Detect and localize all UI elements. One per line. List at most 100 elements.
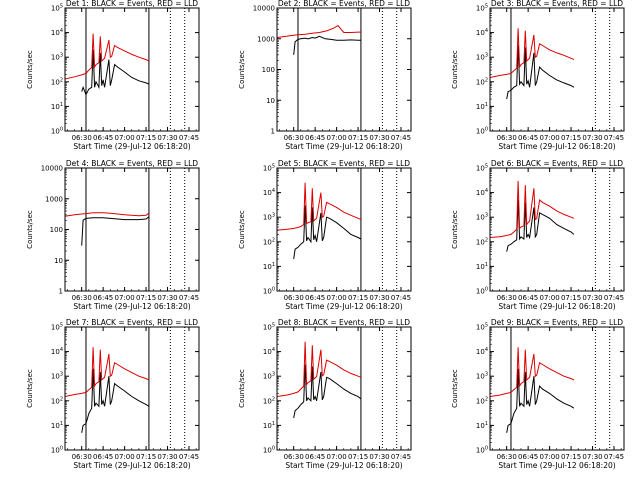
y-tick-label: 103 (263, 372, 275, 381)
x-tick-label: 07:30 (582, 134, 602, 142)
y-axis-label: Counts/sec (451, 210, 459, 249)
y-tick-label: 102 (476, 77, 488, 86)
panel-title: Det 5: BLACK = Events, RED = LLD (278, 159, 410, 168)
y-tick-label: 102 (51, 396, 63, 405)
y-tick-label: 100 (50, 226, 63, 234)
x-tick-label: 07:00 (115, 453, 135, 461)
y-tick-label: 103 (476, 53, 488, 62)
x-tick-label: 06:30 (284, 294, 304, 302)
series-lld (65, 347, 150, 397)
x-tick-label: 06:30 (72, 134, 92, 142)
plot-frame (64, 167, 200, 292)
y-tick-label: 104 (476, 28, 488, 37)
y-tick-label: 1000 (45, 195, 63, 203)
plot-frame (64, 326, 200, 451)
x-tick-label: 07:15 (561, 134, 581, 142)
x-tick-label: 07:15 (561, 294, 581, 302)
panel-det-7: Det 7: BLACK = Events, RED = LLD 100 101 10… (26, 318, 200, 470)
y-tick-label: 101 (476, 102, 488, 111)
series-lld (490, 180, 575, 238)
x-axis-label: Start Time (29-Jul-12 06:18:20) (285, 302, 402, 311)
panel-title: Det 2: BLACK = Events, RED = LLD (278, 0, 410, 8)
x-axis-label: Start Time (29-Jul-12 06:18:20) (285, 461, 402, 470)
series-events (293, 205, 362, 260)
y-tick-label: 100 (263, 446, 275, 455)
plot-frame (276, 326, 412, 451)
y-tick-label: 100 (263, 287, 275, 296)
panel-det-8: Det 8: BLACK = Events, RED = LLD 100 101 10… (238, 318, 412, 470)
y-tick-label: 105 (476, 4, 488, 13)
x-tick-label: 06:45 (93, 294, 113, 302)
series-lld (277, 182, 362, 231)
y-tick-label: 103 (51, 372, 63, 381)
x-tick-label: 07:00 (115, 294, 135, 302)
y-tick-label: 105 (51, 4, 63, 13)
y-tick-label: 104 (51, 28, 63, 37)
x-tick-label: 07:15 (348, 453, 368, 461)
y-tick-label: 103 (476, 372, 488, 381)
y-tick-label: 104 (51, 347, 63, 356)
series-lld (490, 28, 575, 78)
x-tick-label: 07:15 (136, 134, 156, 142)
x-tick-label: 06:45 (518, 453, 538, 461)
panel-title: Det 8: BLACK = Events, RED = LLD (278, 318, 410, 327)
panel-title: Det 7: BLACK = Events, RED = LLD (66, 318, 198, 327)
y-tick-label: 104 (263, 347, 275, 356)
x-tick-label: 06:45 (305, 134, 325, 142)
y-tick-label: 10 (54, 257, 63, 265)
panel-det-6: Det 6: BLACK = Events, RED = LLD 100 101 10… (451, 159, 625, 311)
series-events (506, 368, 575, 433)
x-tick-label: 07:45 (391, 453, 411, 461)
x-tick-label: 07:15 (348, 294, 368, 302)
x-tick-label: 07:00 (327, 294, 347, 302)
x-tick-label: 07:45 (604, 294, 624, 302)
y-axis-label: Counts/sec (238, 369, 246, 408)
plot-frame (489, 167, 625, 292)
x-axis-label: Start Time (29-Jul-12 06:18:20) (498, 461, 615, 470)
y-tick-label: 100 (262, 66, 275, 74)
y-tick-label: 100 (476, 287, 488, 296)
y-axis-label: Counts/sec (238, 50, 246, 89)
panel-det-1: Det 1: BLACK = Events, RED = LLD 100 101 10… (26, 0, 200, 151)
x-tick-label: 07:00 (327, 453, 347, 461)
x-tick-label: 06:45 (305, 294, 325, 302)
x-tick-label: 06:30 (284, 453, 304, 461)
panel-title: Det 1: BLACK = Events, RED = LLD (66, 0, 198, 8)
series-events (293, 364, 362, 419)
y-tick-label: 102 (476, 237, 488, 246)
y-tick-label: 101 (476, 421, 488, 430)
y-tick-label: 104 (476, 347, 488, 356)
x-axis-label: Start Time (29-Jul-12 06:18:20) (73, 142, 190, 151)
y-axis-label: Counts/sec (451, 50, 459, 89)
y-tick-label: 102 (51, 77, 63, 86)
series-lld (490, 347, 575, 397)
x-tick-label: 07:00 (540, 453, 560, 461)
y-tick-label: 101 (476, 262, 488, 271)
y-tick-label: 10 (266, 97, 275, 105)
y-tick-label: 101 (51, 421, 63, 430)
x-tick-label: 07:30 (157, 453, 177, 461)
x-tick-label: 07:15 (348, 134, 368, 142)
series-lld (277, 341, 362, 397)
x-tick-label: 07:00 (115, 134, 135, 142)
x-tick-label: 06:30 (72, 294, 92, 302)
series-events (81, 216, 150, 246)
y-tick-label: 102 (263, 237, 275, 246)
x-tick-label: 07:45 (604, 453, 624, 461)
x-tick-label: 07:30 (582, 294, 602, 302)
series-events (81, 49, 150, 96)
x-tick-label: 07:00 (540, 294, 560, 302)
y-axis-label: Counts/sec (238, 210, 246, 249)
panel-det-5: Det 5: BLACK = Events, RED = LLD 100 101 10… (238, 159, 412, 311)
x-tick-label: 06:30 (497, 453, 517, 461)
y-axis-label: Counts/sec (26, 369, 34, 408)
y-tick-label: 100 (51, 127, 63, 136)
y-tick-label: 1 (59, 288, 63, 296)
y-tick-label: 105 (476, 164, 488, 173)
x-tick-label: 07:15 (561, 453, 581, 461)
x-axis-label: Start Time (29-Jul-12 06:18:20) (498, 302, 615, 311)
x-tick-label: 06:30 (497, 294, 517, 302)
x-axis-label: Start Time (29-Jul-12 06:18:20) (73, 461, 190, 470)
plot-frame (276, 167, 412, 292)
panel-det-9: Det 9: BLACK = Events, RED = LLD 100 101 10… (451, 318, 625, 470)
